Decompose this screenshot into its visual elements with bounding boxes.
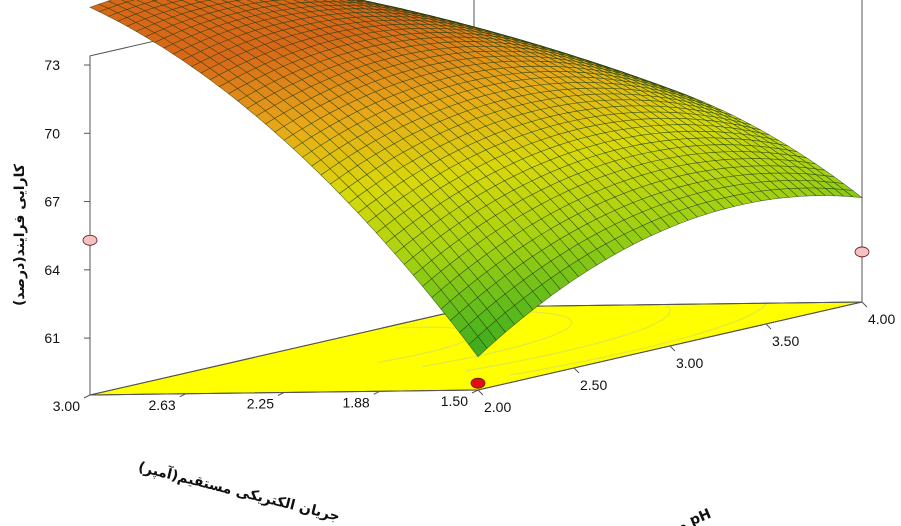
y-axis-title: جریان الکتریکی مستقیم(آمپر)	[136, 457, 341, 525]
design-point-1	[470, 377, 486, 389]
x-tick-label-4: 3.50	[772, 333, 799, 349]
x-tick-mark-4	[765, 323, 772, 330]
z-tick-label-4: 70	[44, 125, 60, 141]
response-surface	[89, 0, 863, 358]
design-points	[82, 234, 870, 389]
floor-contour-3	[465, 304, 671, 372]
floor-contour-4	[509, 303, 767, 376]
x-tick-label-3: 3.00	[676, 355, 703, 371]
design-point-3	[854, 246, 870, 258]
design-point-2	[82, 234, 98, 246]
y-tick-label-4: 2.63	[148, 397, 175, 413]
surface-cell	[842, 189, 863, 198]
z-tick-label-1: 61	[44, 330, 60, 346]
x-tick-label-1: 2.00	[484, 399, 511, 415]
y-tick-label-1: 1.50	[441, 393, 468, 409]
y-tick-label-5: 3.00	[53, 398, 80, 414]
x-tick-mark-5	[861, 301, 868, 308]
y-tick-mark-3	[277, 392, 285, 396]
z-tick-label-3: 67	[44, 194, 60, 210]
x-axis-title: pH محیط	[646, 506, 713, 526]
x-tick-label-2: 2.50	[580, 377, 607, 393]
x-tick-label-5: 4.00	[868, 311, 895, 327]
z-tick-label-5: 73	[44, 57, 60, 73]
y-tick-mark-1	[471, 389, 479, 394]
back-frame-edge-6	[89, 306, 475, 396]
tick-labels: 61 64 67 70 73 1.50 1.88 2.25 2.63 3.00 2.00 2.50 3.…	[44, 57, 895, 415]
z-tick-label-2: 64	[44, 262, 60, 278]
x-tick-mark-3	[669, 345, 676, 352]
y-tick-label-2: 1.88	[342, 394, 369, 410]
back-frame-edge-7	[473, 301, 863, 308]
x-tick-mark-1	[477, 389, 484, 396]
y-tick-mark-5	[83, 394, 91, 399]
x-tick-mark-2	[573, 367, 580, 374]
z-axis-title: کارایی فرایند(درصد)	[12, 163, 28, 306]
y-tick-mark-2	[373, 390, 380, 395]
y-tick-label-3: 2.25	[247, 396, 274, 412]
y-tick-mark-4	[179, 393, 186, 398]
